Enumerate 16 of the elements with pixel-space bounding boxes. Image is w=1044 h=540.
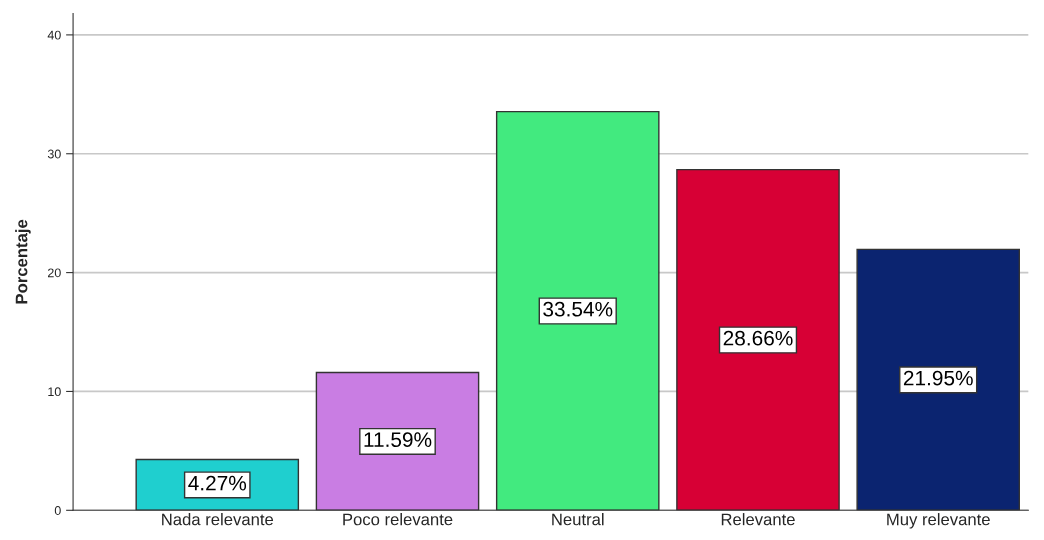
- data-label: 28.66%: [723, 330, 793, 346]
- data-label: 4.27%: [188, 475, 247, 491]
- x-tick-label: Relevante: [721, 513, 795, 526]
- y-tick-label: 0: [54, 506, 61, 515]
- y-tick-label: 20: [48, 268, 61, 278]
- x-tick-label: Nada relevante: [162, 513, 274, 526]
- data-label: 21.95%: [903, 370, 973, 386]
- y-axis-title: Porcentaje: [15, 219, 31, 304]
- data-label: 11.59%: [364, 432, 432, 448]
- data-label: 33.54%: [543, 301, 613, 317]
- x-tick-label: Neutral: [552, 513, 604, 526]
- y-tick-label: 30: [47, 149, 61, 159]
- y-tick-label: 10: [48, 387, 61, 397]
- y-tick-label: 40: [47, 30, 61, 40]
- x-tick-label: Poco relevante: [343, 513, 453, 526]
- x-tick-label: Muy relevante: [887, 513, 990, 529]
